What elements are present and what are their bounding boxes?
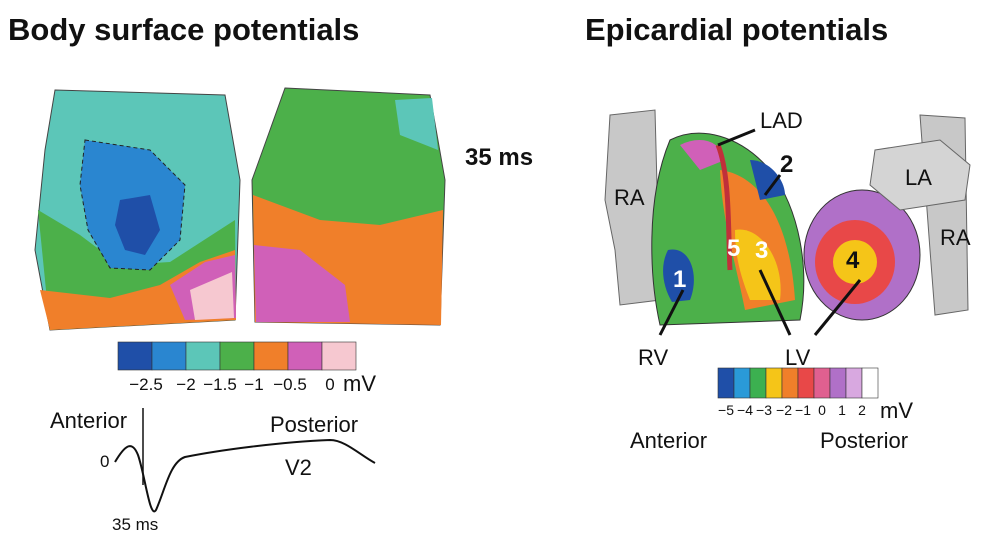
ecg-posterior: Posterior	[270, 412, 358, 437]
colorbar-tick: −1.5	[203, 375, 237, 394]
site-label: 3	[755, 237, 768, 264]
ecg-time: 35 ms	[112, 515, 158, 534]
colorbar-unit: mV	[880, 398, 913, 423]
left-colorbar	[117, 341, 357, 371]
colorbar-tick: −1	[244, 375, 263, 394]
colorbar-tick: −4	[737, 402, 753, 418]
view-posterior: Posterior	[820, 428, 908, 453]
colorbar-tick: 2	[858, 402, 866, 418]
label-ra: RA	[614, 185, 645, 210]
right-title: Epicardial potentials	[585, 12, 888, 47]
ecg-zero: 0	[100, 452, 109, 471]
colorbar-unit: mV	[343, 371, 376, 396]
colorbar-tick: −2	[176, 375, 195, 394]
ecg-lead: V2	[285, 455, 312, 480]
anterior-heart	[604, 109, 805, 326]
left-title: Body surface potentials	[8, 12, 359, 47]
label-rv: RV	[638, 345, 668, 370]
ecg-trace	[114, 438, 376, 513]
front-torso	[34, 89, 241, 331]
right-colorbar	[717, 367, 879, 399]
time-label: 35 ms	[465, 144, 533, 171]
site-label: 5	[727, 235, 740, 262]
label-lv: LV	[785, 345, 811, 370]
colorbar-tick: −3	[756, 402, 772, 418]
site-label: 4	[846, 247, 860, 274]
label-ra: RA	[940, 225, 971, 250]
label-lad: LAD	[760, 108, 803, 133]
colorbar-tick: −5	[718, 402, 734, 418]
back-torso	[251, 87, 446, 326]
colorbar-tick: −2.5	[129, 375, 163, 394]
posterior-heart	[803, 114, 971, 321]
site-label: 1	[673, 266, 686, 293]
arrows	[658, 128, 862, 336]
label-la: LA	[905, 165, 932, 190]
colorbar-tick: −0.5	[273, 375, 307, 394]
colorbar-tick: 1	[838, 402, 846, 418]
colorbar-tick: 0	[325, 375, 334, 394]
colorbar-tick: −2	[776, 402, 792, 418]
view-anterior: Anterior	[630, 428, 707, 453]
colorbar-tick: 0	[818, 402, 826, 418]
site-label: 2	[780, 151, 793, 178]
ecg-anterior: Anterior	[50, 408, 127, 433]
colorbar-tick: −1	[795, 402, 811, 418]
